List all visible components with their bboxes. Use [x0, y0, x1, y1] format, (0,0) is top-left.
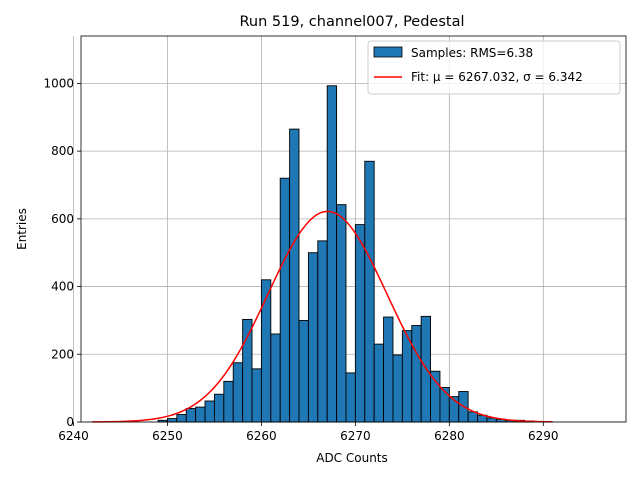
- histogram-bar: [317, 240, 328, 423]
- histogram-bar: [307, 252, 319, 423]
- plot-frame: [80, 35, 627, 423]
- histogram-bar: [195, 406, 206, 423]
- legend: Samples: RMS=6.38 Fit: μ = 6267.032, σ =…: [367, 40, 621, 95]
- histogram-bar: [213, 393, 225, 423]
- legend-box: [367, 40, 621, 95]
- histogram-bar: [242, 318, 253, 423]
- legend-histogram-swatch: [373, 46, 403, 58]
- histogram-bar: [260, 279, 272, 423]
- histogram-bars: [157, 85, 535, 423]
- histogram-bar: [364, 160, 375, 423]
- histogram-bar: [345, 372, 356, 423]
- chart-title: Run 519, channel007, Pedestal: [239, 14, 464, 30]
- x-axis: 6240 6250 6260 6270 6280 6290: [58, 422, 559, 443]
- histogram-bar: [176, 414, 187, 423]
- y-tick-label: 600: [51, 212, 74, 226]
- legend-histogram-label: Samples: RMS=6.38: [411, 46, 533, 60]
- histogram-bar: [401, 330, 413, 423]
- x-tick-label: 6260: [246, 429, 277, 443]
- histogram-bar: [336, 204, 347, 423]
- x-tick-label: 6290: [528, 429, 559, 443]
- histogram-bar: [439, 387, 450, 423]
- x-tick-label: 6240: [58, 429, 89, 443]
- histogram-bar: [392, 354, 403, 423]
- y-tick-label: 1000: [43, 76, 74, 90]
- fit-curve: [92, 210, 553, 423]
- legend-fit-label: Fit: μ = 6267.032, σ = 6.342: [411, 70, 583, 84]
- x-axis-label: ADC Counts: [316, 451, 388, 465]
- histogram-bar: [289, 128, 300, 423]
- histogram-bar: [430, 370, 441, 423]
- histogram-bar: [411, 325, 422, 423]
- histogram-bar: [232, 362, 244, 423]
- x-tick-label: 6280: [434, 429, 465, 443]
- x-tick-label: 6270: [340, 429, 371, 443]
- histogram-bar: [383, 316, 394, 423]
- histogram-bar: [270, 333, 281, 423]
- histogram-bar: [251, 368, 262, 423]
- histogram-bar: [279, 177, 291, 423]
- y-axis: 0 200 400 600 800 1000: [43, 76, 81, 429]
- histogram-bar: [185, 408, 197, 423]
- histogram-bar: [204, 400, 215, 423]
- x-tick-label: 6250: [152, 429, 183, 443]
- y-tick-label: 200: [51, 347, 74, 361]
- histogram-bar: [223, 380, 234, 423]
- histogram-bar: [298, 319, 309, 423]
- histogram-bar: [166, 418, 178, 423]
- y-tick-label: 400: [51, 280, 74, 294]
- y-tick-label: 0: [66, 415, 74, 429]
- histogram-bar: [326, 85, 338, 423]
- histogram-bar: [373, 343, 385, 423]
- y-axis-label: Entries: [15, 208, 29, 250]
- y-tick-label: 800: [51, 144, 74, 158]
- histogram-bar: [354, 224, 366, 423]
